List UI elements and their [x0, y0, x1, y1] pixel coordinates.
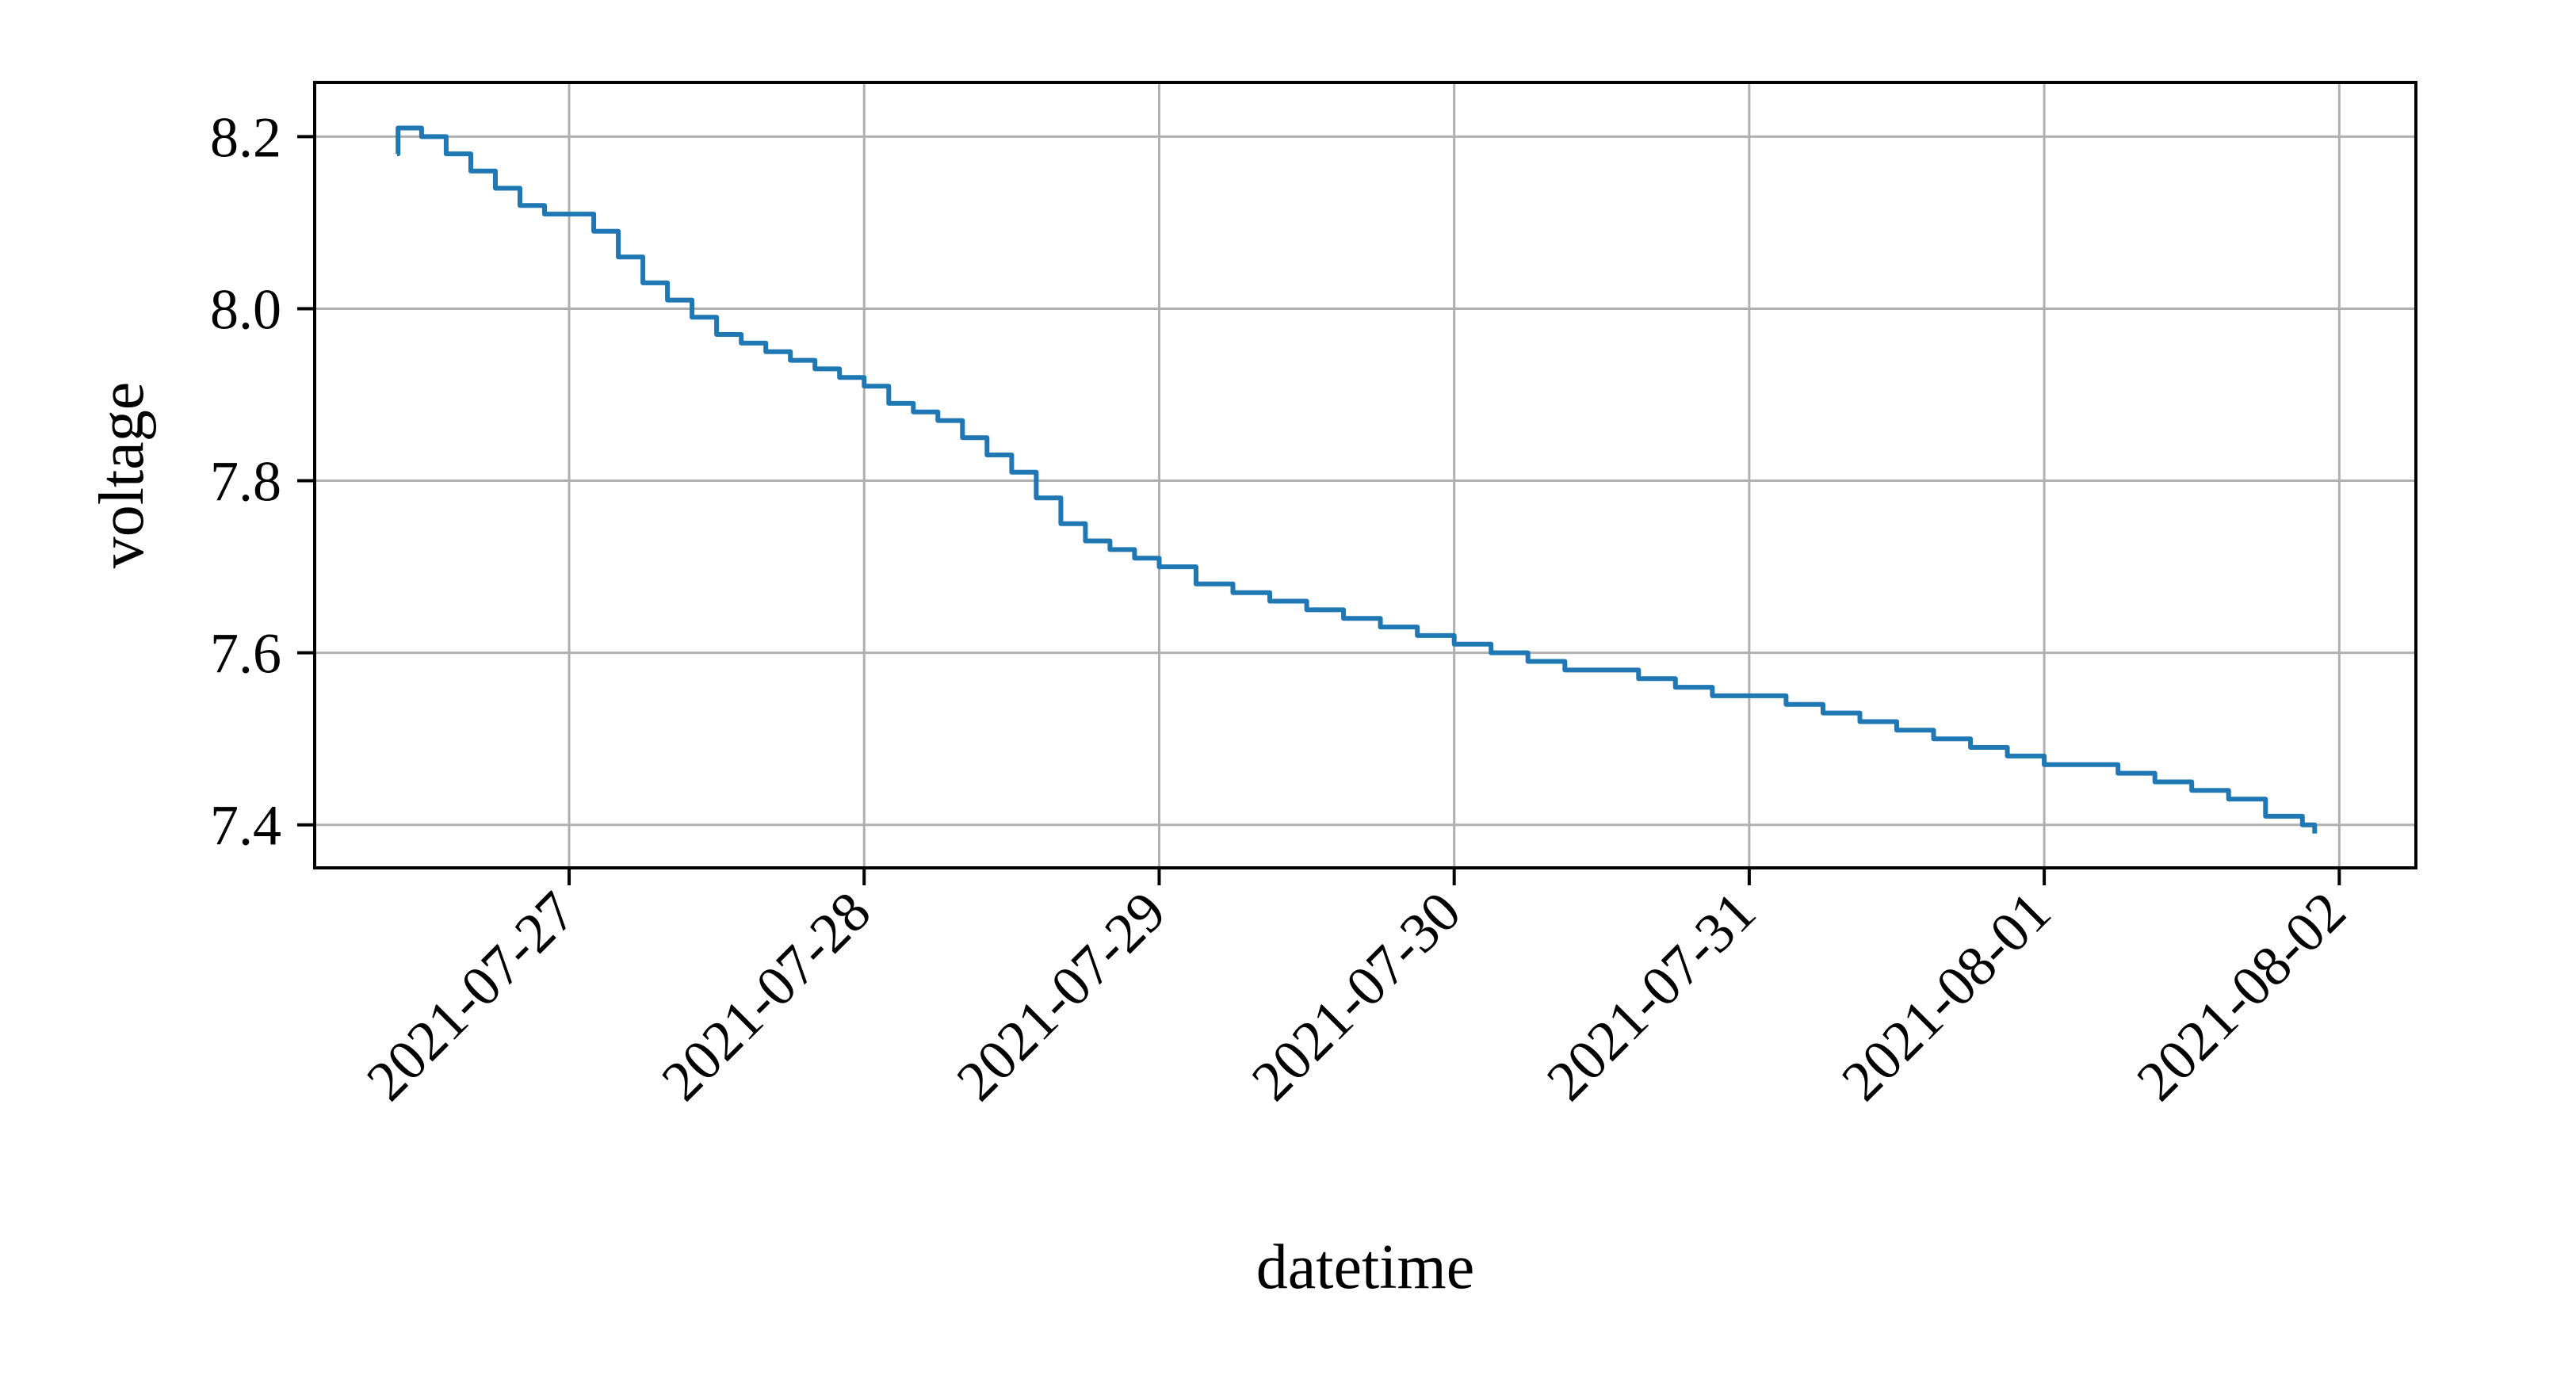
y-tick-label: 7.4	[210, 794, 281, 858]
y-axis-title: voltage	[87, 382, 157, 568]
y-tick-label: 8.2	[210, 105, 281, 169]
y-axis: 7.4 7.6 7.8 8.0 8.2	[210, 105, 315, 858]
x-tick-label: 2021-08-02	[2125, 880, 2358, 1113]
x-tick-label: 2021-07-29	[945, 880, 1178, 1113]
x-tick-label: 2021-07-30	[1240, 880, 1473, 1113]
y-tick-label: 8.0	[210, 277, 281, 341]
x-tick-label: 2021-08-01	[1829, 880, 2062, 1113]
y-tick-label: 7.8	[210, 450, 281, 514]
x-axis-title: datetime	[1256, 1232, 1474, 1302]
voltage-series-line	[396, 125, 2318, 834]
series-layer	[396, 125, 2318, 834]
plot-frame	[313, 81, 2417, 869]
grid-lines	[315, 82, 2416, 868]
x-tick-label: 2021-07-27	[354, 880, 587, 1113]
x-axis: 2021-07-27 2021-07-28 2021-07-29 2021-07-30…	[354, 868, 2358, 1113]
x-tick-label: 2021-07-28	[649, 880, 882, 1113]
x-tick-label: 2021-07-31	[1535, 880, 1768, 1113]
y-tick-label: 7.6	[210, 622, 281, 686]
